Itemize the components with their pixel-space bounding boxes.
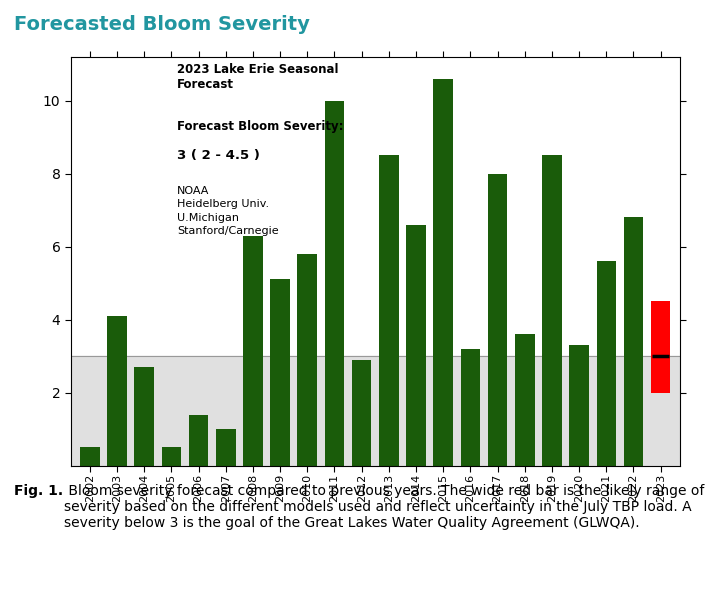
Bar	[515, 334, 535, 466]
Bar	[135, 367, 154, 466]
Text: Fig. 1.: Fig. 1.	[14, 484, 63, 497]
Text: 3 ( 2 - 4.5 ): 3 ( 2 - 4.5 )	[177, 149, 261, 162]
Bar	[297, 254, 317, 466]
Text: Bloom severity forecast compared to previous years. The wide red bar is the like: Bloom severity forecast compared to prev…	[64, 484, 705, 530]
Bar	[80, 447, 100, 466]
Bar	[216, 429, 236, 466]
Bar	[433, 79, 453, 466]
Text: Forecast Bloom Severity:: Forecast Bloom Severity:	[177, 120, 344, 133]
Bar	[651, 301, 670, 393]
Bar	[542, 155, 561, 466]
Bar	[189, 414, 208, 466]
Bar	[488, 174, 508, 466]
Bar	[352, 360, 372, 466]
Bar	[161, 447, 181, 466]
Bar	[270, 279, 290, 466]
Bar	[624, 217, 644, 466]
Bar	[107, 316, 127, 466]
Bar	[243, 236, 263, 466]
Text: NOAA
Heidelberg Univ.
U.Michigan
Stanford/Carnegie: NOAA Heidelberg Univ. U.Michigan Stanfor…	[177, 186, 279, 236]
Bar	[379, 155, 399, 466]
Bar	[569, 345, 589, 466]
Bar	[325, 100, 344, 466]
Bar	[597, 261, 616, 466]
Bar	[461, 349, 480, 466]
Text: Forecasted Bloom Severity: Forecasted Bloom Severity	[14, 15, 310, 34]
Bar	[71, 356, 680, 466]
Text: 2023 Lake Erie Seasonal
Forecast: 2023 Lake Erie Seasonal Forecast	[177, 63, 339, 91]
Bar	[406, 224, 426, 466]
